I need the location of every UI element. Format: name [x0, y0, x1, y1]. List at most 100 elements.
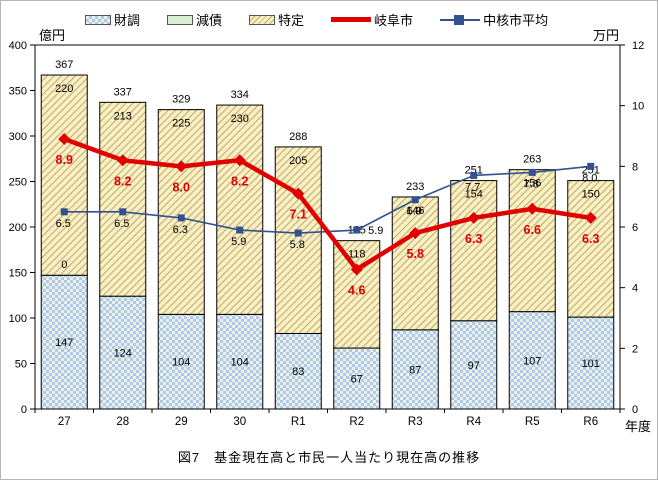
diamond-marker	[526, 202, 539, 215]
zaicho-value-label: 147	[55, 337, 73, 349]
line-value-label: 5.8	[407, 247, 424, 261]
gensai-zero-label: 0	[61, 259, 67, 271]
category-label: R4	[466, 416, 481, 428]
legend-label-zaicho: 財調	[114, 13, 141, 28]
left-tick-label: 250	[9, 177, 27, 189]
zaicho-segment	[391, 329, 439, 410]
square-marker	[587, 162, 595, 170]
zaicho-value-label: 67	[351, 374, 363, 386]
category-label: 28	[116, 416, 129, 428]
series-polyline	[63, 136, 592, 272]
category-label: R2	[349, 416, 364, 428]
zaicho-segment	[274, 332, 322, 410]
square-marker	[236, 226, 244, 234]
gensai-swatch-icon	[167, 14, 194, 25]
left-tick-label: 50	[15, 359, 27, 371]
tokutei-value-label: 230	[231, 113, 249, 125]
line-value-label: 5.8	[290, 239, 305, 251]
right-tick-label: 8	[632, 161, 638, 173]
stacked-bar-29: 329 225 104	[157, 94, 205, 410]
legend: 財調 減債 特定 岐阜市 中核市平均	[85, 10, 548, 29]
zaicho-value-label: 104	[172, 357, 190, 369]
line-value-label: 4.6	[348, 283, 365, 297]
line-value-label: 7.7	[465, 181, 480, 193]
zaicho-segment	[450, 320, 498, 410]
line-value-label: 8.9	[56, 153, 73, 167]
square-marker	[353, 226, 361, 234]
legend-label-gifu-city: 岐阜市	[374, 13, 414, 28]
line-value-label: 8.0	[173, 180, 190, 194]
tokutei-segment	[391, 196, 439, 331]
bar-total-label: 263	[523, 154, 541, 166]
tokutei-segment	[157, 109, 205, 315]
zaicho-segment	[157, 313, 205, 410]
right-axis-unit-label: 万円	[593, 28, 620, 43]
zaicho-swatch-icon	[85, 14, 111, 25]
x-axis-unit-label: 年度	[625, 419, 652, 434]
bars-group: 367 220 147 0 337 213 124 329 225 104 334 230 104 288…	[40, 59, 615, 410]
diamond-marker	[409, 227, 422, 240]
line-core-city-average: 6.5 6.5 6.3 5.9 5.8 5.9 6.9 7.7 7.8 8.0	[56, 162, 597, 251]
category-label: R6	[583, 416, 598, 428]
zaicho-value-label: 104	[231, 357, 249, 369]
square-marker	[528, 168, 536, 176]
stacked-bar-R5: 263 156 107	[508, 154, 556, 410]
line-value-label: 6.3	[582, 232, 599, 246]
tokutei-value-label: 156	[523, 178, 541, 190]
left-tick-label: 150	[9, 268, 27, 280]
legend-item-gensai: 減債	[167, 10, 222, 29]
line-value-label: 7.8	[524, 178, 539, 190]
tokutei-value-label: 213	[114, 110, 132, 122]
bar-total-label: 334	[231, 89, 249, 101]
zaicho-value-label: 107	[523, 355, 541, 367]
left-axis: 0 50 100 150 200 250 300 350 400	[9, 40, 35, 416]
diamond-marker	[292, 187, 305, 200]
x-axis: 27 28 29 30 R1 R2 R3 R4 R5 R6	[34, 409, 621, 428]
bar-total-label: 367	[55, 59, 73, 71]
line-value-label: 6.3	[465, 232, 482, 246]
right-tick-label: 10	[632, 101, 644, 113]
square-marker	[119, 208, 127, 216]
legend-item-tokutei: 特定	[249, 10, 304, 29]
diamond-marker	[175, 160, 188, 173]
right-tick-label: 6	[632, 222, 638, 234]
zaicho-segment	[99, 295, 147, 410]
stacked-bar-27: 367 220 147 0	[40, 59, 88, 410]
line-value-label: 6.9	[407, 206, 422, 218]
left-tick-label: 400	[9, 40, 27, 52]
line-value-label: 8.2	[114, 174, 131, 188]
tokutei-segment	[274, 146, 322, 334]
stacked-bar-28: 337 213 124	[99, 86, 147, 410]
diamond-marker	[467, 211, 480, 224]
zaicho-value-label: 124	[114, 348, 132, 360]
line-value-label: 6.5	[114, 218, 129, 230]
category-label: 30	[233, 416, 246, 428]
line-value-label: 7.1	[290, 208, 307, 222]
line-gifu-city: 8.9 8.2 8.0 8.2 7.1 4.6 5.8 6.3 6.6 6.3	[56, 133, 599, 297]
left-tick-label: 300	[9, 131, 27, 143]
left-tick-label: 200	[9, 222, 27, 234]
diamond-marker	[233, 154, 246, 167]
square-marker	[60, 208, 68, 216]
blue-line-square-icon	[440, 14, 481, 25]
category-label: R5	[525, 416, 540, 428]
zaicho-segment	[40, 274, 88, 410]
category-label: R3	[408, 416, 423, 428]
line-value-label: 6.6	[524, 223, 541, 237]
tokutei-segment	[450, 180, 498, 322]
tokutei-swatch-icon	[249, 14, 276, 25]
tokutei-value-label: 220	[55, 83, 73, 95]
stacked-bar-R3: 233 146 87	[391, 181, 439, 410]
legend-label-tokutei: 特定	[278, 13, 305, 28]
legend-item-gifu-city: 岐阜市	[331, 10, 413, 29]
right-axis: 0 2 4 6 8 10 12	[620, 40, 644, 416]
line-value-label: 5.9	[231, 236, 246, 248]
line-value-label: 6.3	[173, 224, 188, 236]
left-tick-label: 100	[9, 313, 27, 325]
line-value-label: 6.5	[56, 218, 71, 230]
diamond-marker	[350, 263, 363, 276]
category-label: R1	[291, 416, 306, 428]
